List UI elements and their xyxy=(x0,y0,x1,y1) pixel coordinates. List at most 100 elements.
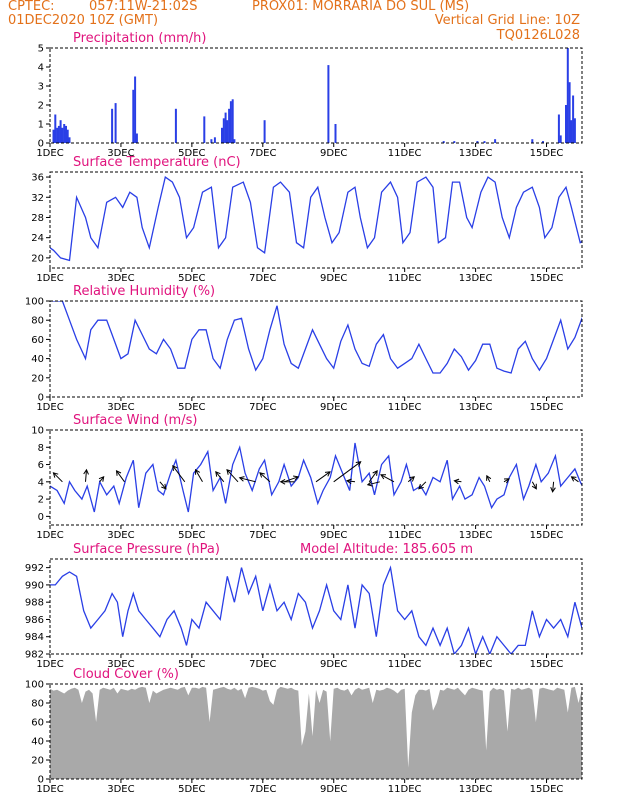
wind-arrow-head xyxy=(324,471,331,477)
wind-arrow-shaft xyxy=(454,480,462,483)
wind-arrow xyxy=(550,481,556,493)
precip-bar xyxy=(228,108,231,143)
precip-y-tick-label: 4 xyxy=(38,63,44,74)
precip-bar xyxy=(559,135,562,143)
rh-x-tick-label: 13DEC xyxy=(459,402,493,413)
cloud-x-tick-label: 7DEC xyxy=(249,784,276,795)
wind-arrow xyxy=(238,476,256,483)
wind-arrow xyxy=(570,476,579,483)
wind-arrow-head xyxy=(194,468,201,475)
precip-bar xyxy=(327,65,330,143)
temp-x-tick-label: 13DEC xyxy=(459,273,493,284)
wind-arrow xyxy=(215,470,225,483)
wind-arrow-head xyxy=(161,483,167,490)
precip-bar xyxy=(66,129,69,143)
precip-bar xyxy=(222,118,225,143)
precip-bar xyxy=(210,139,213,143)
precip-y-tick-label: 1 xyxy=(38,120,44,131)
precip-bar xyxy=(572,95,575,143)
precip-bar xyxy=(54,114,57,143)
precip-x-tick-label: 7DEC xyxy=(249,148,276,159)
cloud-x-tick-label: 5DEC xyxy=(178,784,205,795)
rh-x-tick-label: 5DEC xyxy=(178,402,205,413)
rh-x-tick-label: 11DEC xyxy=(388,402,422,413)
cloud-frame xyxy=(49,683,583,780)
wind-arrow xyxy=(602,478,610,483)
wind-arrow-shaft xyxy=(380,474,395,483)
wind-arrow-shaft xyxy=(259,472,271,483)
header-model: TQ0126L028 xyxy=(496,28,580,43)
wind-arrow xyxy=(172,464,186,483)
precip-bar xyxy=(56,127,59,143)
header-grid-note: Vertical Grid Line: 10Z xyxy=(434,13,580,28)
wind-arrow-shaft xyxy=(602,479,610,482)
wind-arrow xyxy=(315,471,331,483)
wind-arrow xyxy=(368,469,378,483)
precip-bar xyxy=(57,125,60,143)
wind-arrow-shaft xyxy=(571,476,579,483)
wind-arrow-head xyxy=(570,476,577,482)
pressure-annotation: Model Altitude: 185.605 m xyxy=(300,542,473,557)
wind-arrow-head xyxy=(597,483,602,487)
cloud-x-tick-label: 3DEC xyxy=(107,784,134,795)
precip-bar xyxy=(61,127,64,143)
wind-arrow-shaft xyxy=(53,472,63,483)
wind-arrow xyxy=(453,478,462,485)
precip-bar xyxy=(586,48,588,143)
precip-bar xyxy=(568,82,571,143)
wind-arrow xyxy=(333,461,362,483)
wind-arrow-shaft xyxy=(283,476,299,483)
wind-arrow-head xyxy=(550,487,556,493)
precip-bar xyxy=(334,124,337,143)
rh-y-tick-label: 60 xyxy=(31,335,44,346)
wind-arrow-shaft xyxy=(486,475,491,483)
wind-arrow xyxy=(279,478,295,485)
wind-arrow-shaft xyxy=(552,481,555,492)
temp-x-tick-label: 3DEC xyxy=(107,273,134,284)
wind-arrow-head xyxy=(83,468,89,475)
wind-arrow-head xyxy=(238,476,245,482)
wind-arrow xyxy=(52,472,63,483)
cloud-x-tick-label: 9DEC xyxy=(320,784,347,795)
wind-arrow xyxy=(407,476,415,483)
rh-y-tick-label: 80 xyxy=(31,316,44,327)
pressure-y-tick-label: 986 xyxy=(25,615,44,626)
precip-bar xyxy=(68,137,71,143)
wind-arrow-shaft xyxy=(593,482,602,487)
wind-arrow-head xyxy=(531,483,537,490)
cloud-area xyxy=(50,686,582,779)
pressure-line xyxy=(50,565,582,654)
precip-bar xyxy=(476,141,479,143)
pressure-x-tick-label: 15DEC xyxy=(530,659,564,670)
wind-arrow-head xyxy=(372,469,378,476)
temp-panel: 20 24 28 32 36 1DEC 3DEC 5DEC 7DEC 9DEC 11DEC 13DEC… xyxy=(31,155,583,284)
pressure-x-tick-label: 13DEC xyxy=(459,659,493,670)
temp-plot-area xyxy=(50,176,582,262)
wind-arrow-head xyxy=(602,478,607,483)
precip-bar xyxy=(588,48,590,143)
temp-y-tick-label: 20 xyxy=(31,253,44,264)
rh-x-tick-label: 9DEC xyxy=(320,402,347,413)
wind-x-tick-label: 1DEC xyxy=(36,530,63,541)
wind-arrow-shaft xyxy=(346,480,356,483)
rh-frame xyxy=(49,300,583,398)
temp-x-tick-label: 7DEC xyxy=(249,273,276,284)
wind-arrow-shaft xyxy=(367,481,380,486)
precip-y-tick-label: 5 xyxy=(38,44,44,55)
pressure-y-tick-label: 982 xyxy=(25,650,44,661)
wind-arrow xyxy=(503,478,510,484)
cloud-y-tick-label: 100 xyxy=(25,680,44,691)
precip-frame xyxy=(49,47,583,144)
precip-bar xyxy=(132,89,135,143)
temp-y-tick-label: 36 xyxy=(31,173,44,184)
temp-line xyxy=(50,176,582,262)
precip-bar xyxy=(442,141,445,143)
temp-frame xyxy=(49,171,583,269)
wind-arrow xyxy=(159,481,167,490)
wind-arrow-head xyxy=(345,478,352,485)
precip-panel: 0 1 2 3 4 5 1DEC 3DEC 5DEC 7DEC 9DEC 11DEC 13DEC 15DE… xyxy=(36,31,590,159)
wind-arrow xyxy=(531,481,537,490)
header-station: PROX01: MORRARIA DO SUL (MS) xyxy=(252,0,470,14)
cloud-y-tick-label: 20 xyxy=(31,756,44,767)
wind-y-tick-label: 8 xyxy=(38,443,44,454)
